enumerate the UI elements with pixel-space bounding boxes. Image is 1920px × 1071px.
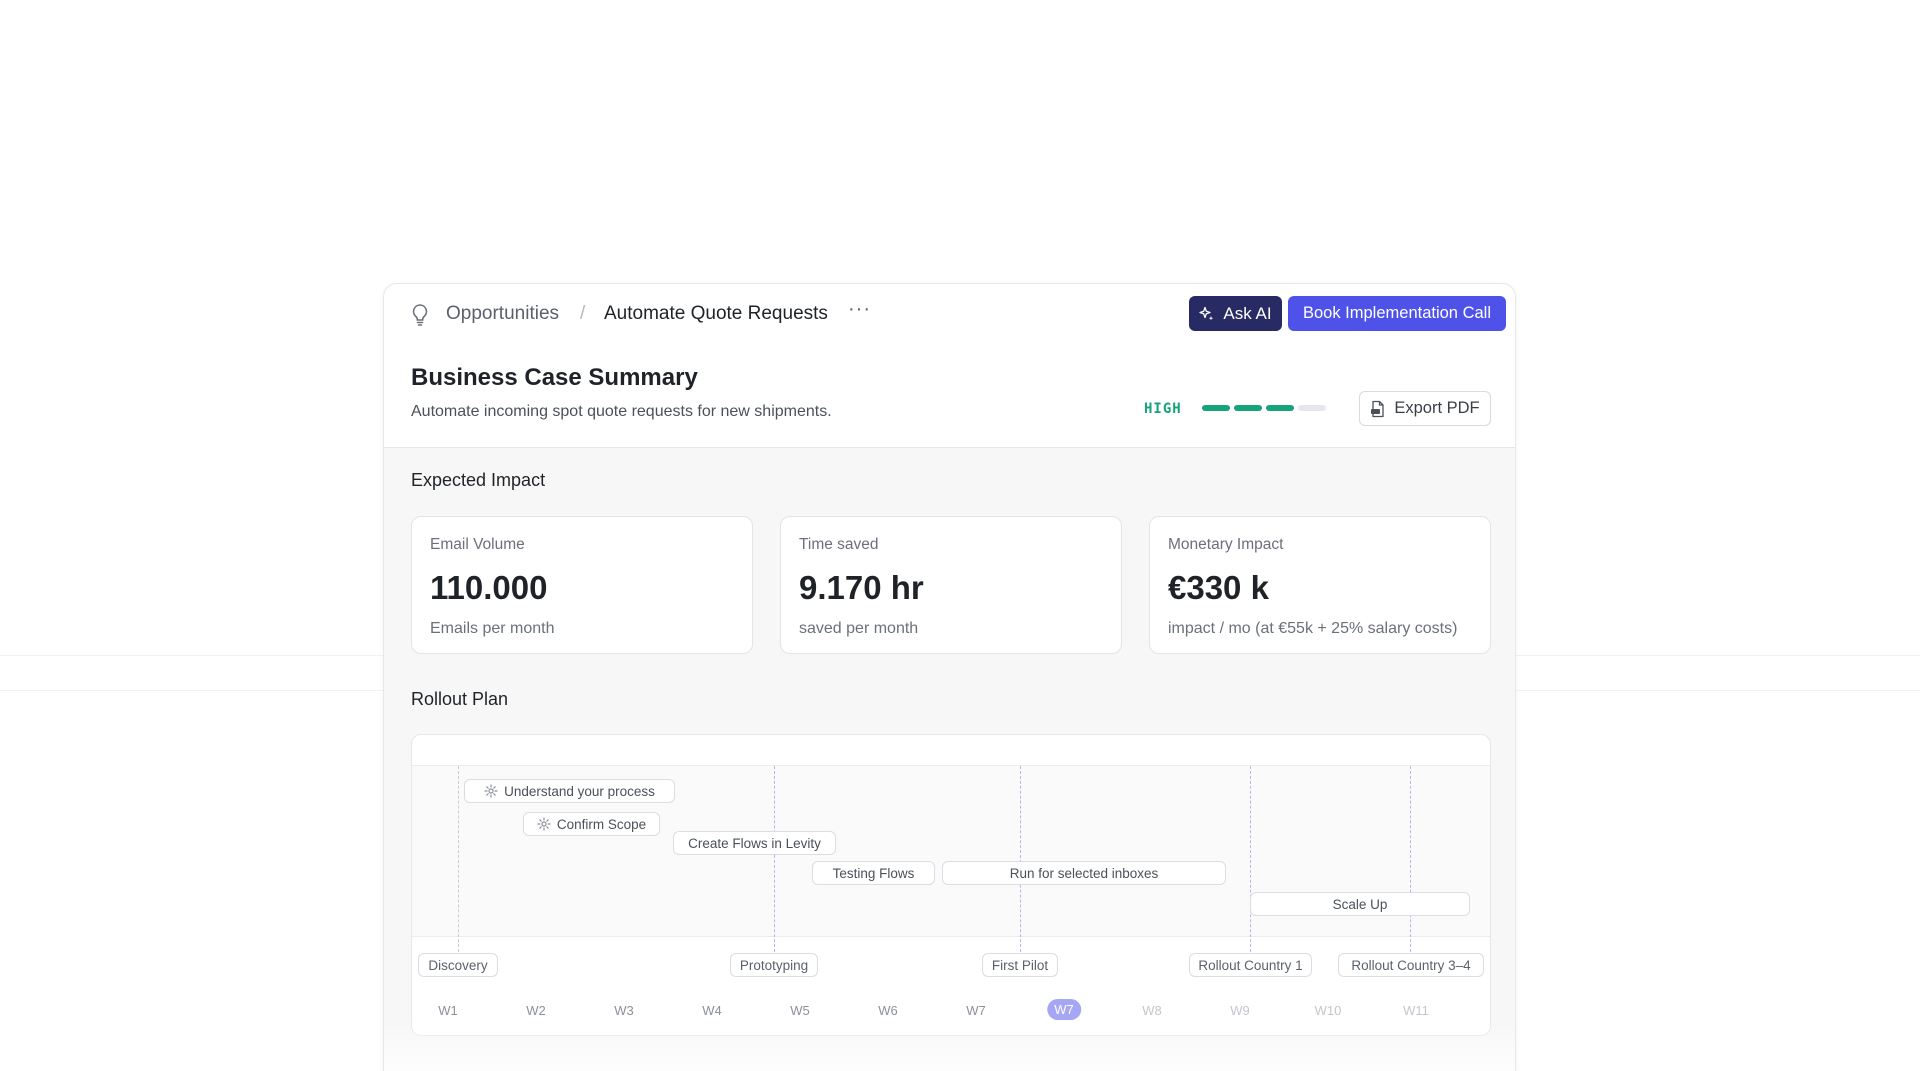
metric-card-email-volume: Email Volume 110.000 Emails per month	[411, 516, 753, 654]
metric-subtext: saved per month	[799, 620, 919, 637]
metric-value: 110.000	[430, 569, 548, 606]
priority-segment	[1202, 405, 1230, 411]
more-options-button[interactable]: ···	[848, 298, 871, 320]
priority-label: HIGH	[1144, 401, 1182, 417]
task-label: Scale Up	[1332, 896, 1388, 912]
card-fade-overlay	[384, 1022, 1515, 1071]
pdf-file-icon	[1371, 400, 1385, 417]
week-label: W10	[1314, 1003, 1342, 1018]
task-label: Run for selected inboxes	[1009, 865, 1159, 881]
task-run-selected-inboxes[interactable]: Run for selected inboxes	[942, 861, 1226, 885]
metric-label: Time saved	[799, 536, 879, 553]
milestone-first-pilot: First Pilot	[982, 953, 1058, 977]
task-label: Create Flows in Levity	[688, 835, 821, 851]
metric-value: 9.170 hr	[799, 569, 924, 606]
milestone-rollout-country-1: Rollout Country 1	[1189, 953, 1312, 977]
task-confirm-scope[interactable]: Confirm Scope	[523, 812, 660, 836]
breadcrumb-current: Automate Quote Requests	[604, 303, 828, 324]
week-label: W9	[1230, 1003, 1250, 1018]
milestone-rollout-country-3-4: Rollout Country 3–4	[1338, 953, 1484, 977]
expected-impact-heading: Expected Impact	[411, 470, 546, 490]
week-label: W2	[526, 1003, 546, 1018]
task-label: Confirm Scope	[556, 816, 647, 832]
milestone-line	[1020, 766, 1021, 952]
metric-subtext: impact / mo (at €55k + 25% salary costs)	[1168, 620, 1458, 637]
page-description: Automate incoming spot quote requests fo…	[411, 403, 832, 420]
milestone-line	[774, 766, 775, 952]
week-label: W3	[614, 1003, 634, 1018]
gear-icon	[484, 784, 498, 798]
ask-ai-label: Ask AI	[1223, 303, 1272, 323]
breadcrumb-separator: /	[580, 303, 586, 324]
export-pdf-label: Export PDF	[1394, 399, 1480, 417]
current-week-badge[interactable]: W7	[1047, 999, 1081, 1020]
milestone-prototyping: Prototyping	[730, 953, 818, 977]
lightbulb-icon	[412, 304, 428, 326]
metric-card-time-saved: Time saved 9.170 hr saved per month	[780, 516, 1122, 654]
ask-ai-button[interactable]: Ask AI	[1189, 296, 1282, 331]
metric-subtext: Emails per month	[430, 620, 555, 637]
milestone-line	[1410, 766, 1411, 952]
metric-label: Email Volume	[430, 536, 525, 553]
sparkle-icon	[1199, 306, 1214, 320]
week-label: W6	[878, 1003, 898, 1018]
rollout-gantt: Understand your process Confirm Scope Cr…	[411, 734, 1491, 1036]
metric-card-monetary-impact: Monetary Impact €330 k impact / mo (at €…	[1149, 516, 1491, 654]
priority-meter	[1202, 405, 1326, 411]
gantt-divider	[412, 936, 1490, 937]
week-label: W4	[702, 1003, 722, 1018]
task-label: Testing Flows	[832, 865, 915, 881]
task-testing-flows[interactable]: Testing Flows	[812, 861, 935, 885]
book-implementation-call-button[interactable]: Book Implementation Call	[1288, 296, 1506, 331]
task-understand-process[interactable]: Understand your process	[464, 779, 675, 803]
gear-icon	[537, 817, 551, 831]
export-pdf-button[interactable]: Export PDF	[1359, 391, 1491, 426]
metric-value: €330 k	[1168, 569, 1269, 606]
week-label: W7	[966, 1003, 986, 1018]
week-label: W11	[1403, 1003, 1429, 1018]
gantt-header-line	[412, 765, 1490, 766]
rollout-plan-heading: Rollout Plan	[411, 689, 509, 709]
week-label: W5	[790, 1003, 810, 1018]
week-label: W8	[1142, 1003, 1162, 1018]
milestone-discovery: Discovery	[418, 953, 498, 977]
breadcrumb-opportunities[interactable]: Opportunities	[446, 303, 560, 324]
page-title: Business Case Summary	[411, 364, 698, 391]
milestone-line	[1250, 766, 1251, 952]
priority-segment	[1266, 405, 1294, 411]
task-label: Understand your process	[504, 783, 655, 799]
priority-segment	[1298, 405, 1326, 411]
week-label: W1	[438, 1003, 458, 1018]
task-create-flows[interactable]: Create Flows in Levity	[673, 831, 836, 855]
business-case-card: Opportunities / Automate Quote Requests …	[383, 283, 1516, 1071]
metric-label: Monetary Impact	[1168, 536, 1284, 553]
priority-segment	[1234, 405, 1262, 411]
header-bar: Opportunities / Automate Quote Requests …	[384, 284, 1515, 342]
milestone-line	[458, 766, 459, 952]
task-scale-up[interactable]: Scale Up	[1250, 892, 1470, 916]
header-divider	[384, 447, 1515, 448]
